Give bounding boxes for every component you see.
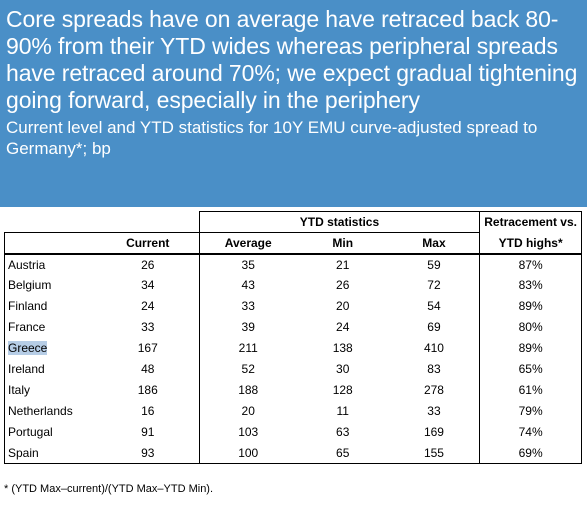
average-cell: 188 — [198, 379, 297, 401]
retracement-cell: 89% — [479, 337, 582, 359]
retracement-cell: 83% — [479, 274, 582, 296]
country-cell: Ireland — [3, 358, 97, 380]
retracement-cell: 65% — [479, 358, 582, 380]
average-column-header: Average — [198, 232, 297, 255]
table-row: Spain 93 100 65 155 69% — [3, 442, 582, 464]
retracement-cell: 79% — [479, 400, 582, 422]
current-cell: 186 — [137, 383, 158, 397]
max-cell: 83 — [388, 358, 481, 380]
current-column-header: Current — [96, 232, 200, 255]
retracement-cell: 69% — [479, 442, 582, 464]
max-cell: 33 — [388, 400, 481, 422]
retracement-cell: 80% — [479, 316, 582, 338]
current-cell: 91 — [141, 425, 155, 439]
max-cell: 169 — [388, 421, 481, 443]
table-row: Greece 167 211 138 410 89% — [3, 337, 582, 359]
column-header-row: Current Average Min Max YTD highs* — [3, 232, 582, 255]
spread-statistics-table: YTD statistics Retracement vs. Current A… — [3, 211, 582, 464]
retracement-cell: 61% — [479, 379, 582, 401]
current-cell: 167 — [137, 341, 158, 355]
country-column-header — [3, 232, 97, 255]
retracement-column-header: YTD highs* — [479, 232, 582, 255]
min-cell: 20 — [336, 299, 350, 313]
average-cell: 33 — [198, 295, 297, 317]
current-cell: 24 — [141, 299, 155, 313]
country-cell: Belgium — [3, 274, 97, 296]
current-cell: 26 — [141, 257, 155, 272]
min-cell: 30 — [336, 362, 350, 376]
retracement-cell: 74% — [479, 421, 582, 443]
headline: Core spreads have on average have retrac… — [6, 6, 578, 113]
min-cell: 24 — [336, 320, 350, 334]
country-cell: Finland — [3, 295, 97, 317]
table-row: France 33 39 24 69 80% — [3, 316, 582, 338]
average-cell: 100 — [198, 442, 297, 464]
min-cell: 138 — [332, 341, 353, 355]
retracement-cell: 89% — [479, 295, 582, 317]
max-cell: 278 — [388, 379, 481, 401]
max-cell: 155 — [388, 442, 481, 464]
min-cell: 26 — [336, 278, 350, 292]
table-row: Belgium 34 43 26 72 83% — [3, 274, 582, 296]
average-cell: 35 — [198, 253, 297, 275]
max-column-header: Max — [388, 232, 481, 255]
average-cell: 43 — [198, 274, 297, 296]
average-cell: 39 — [198, 316, 297, 338]
group-header-row: YTD statistics Retracement vs. — [5, 211, 582, 233]
average-cell: 52 — [198, 358, 297, 380]
table-row: Portugal 91 103 63 169 74% — [3, 421, 582, 443]
table-row: Austria 26 35 21 59 87% — [3, 253, 582, 275]
country-cell: Austria — [3, 253, 97, 275]
retracement-cell: 87% — [479, 253, 582, 275]
footnote: * (YTD Max–current)/(YTD Max–YTD Min). — [4, 483, 214, 495]
min-column-header: Min — [296, 232, 389, 255]
current-cell: 16 — [141, 404, 155, 418]
table-row: Finland 24 33 20 54 89% — [3, 295, 582, 317]
current-cell: 93 — [96, 442, 200, 464]
country-cell: Italy — [3, 379, 97, 401]
max-cell: 72 — [388, 274, 481, 296]
table-row: Ireland 48 52 30 83 65% — [3, 358, 582, 380]
country-cell: France — [3, 316, 97, 338]
highlighted-country-label: Greece — [8, 341, 48, 355]
title-banner: Core spreads have on average have retrac… — [0, 0, 587, 207]
average-cell: 20 — [198, 400, 297, 422]
min-cell: 11 — [336, 404, 349, 418]
ytd-statistics-header: YTD statistics — [198, 211, 481, 233]
min-cell: 63 — [336, 425, 350, 439]
country-cell: Spain — [3, 442, 97, 464]
max-cell: 54 — [388, 295, 481, 317]
table-row: Italy 186 188 128 278 61% — [3, 379, 582, 401]
average-cell: 211 — [198, 337, 297, 359]
min-cell: 128 — [332, 383, 353, 397]
max-cell: 69 — [388, 316, 481, 338]
current-cell: 34 — [141, 278, 155, 292]
country-cell: Netherlands — [3, 400, 97, 422]
country-cell: Portugal — [3, 421, 97, 443]
country-cell: Greece — [3, 337, 97, 359]
retracement-header-top: Retracement vs. — [479, 211, 582, 233]
current-cell: 48 — [141, 362, 155, 376]
min-cell: 21 — [336, 257, 350, 272]
min-cell: 65 — [296, 442, 389, 464]
max-cell: 410 — [388, 337, 481, 359]
subtitle: Current level and YTD statistics for 10Y… — [6, 118, 538, 158]
max-cell: 59 — [388, 253, 481, 275]
average-cell: 103 — [198, 421, 297, 443]
current-cell: 33 — [141, 320, 155, 334]
table-row: Netherlands 16 20 11 33 79% — [3, 400, 582, 422]
